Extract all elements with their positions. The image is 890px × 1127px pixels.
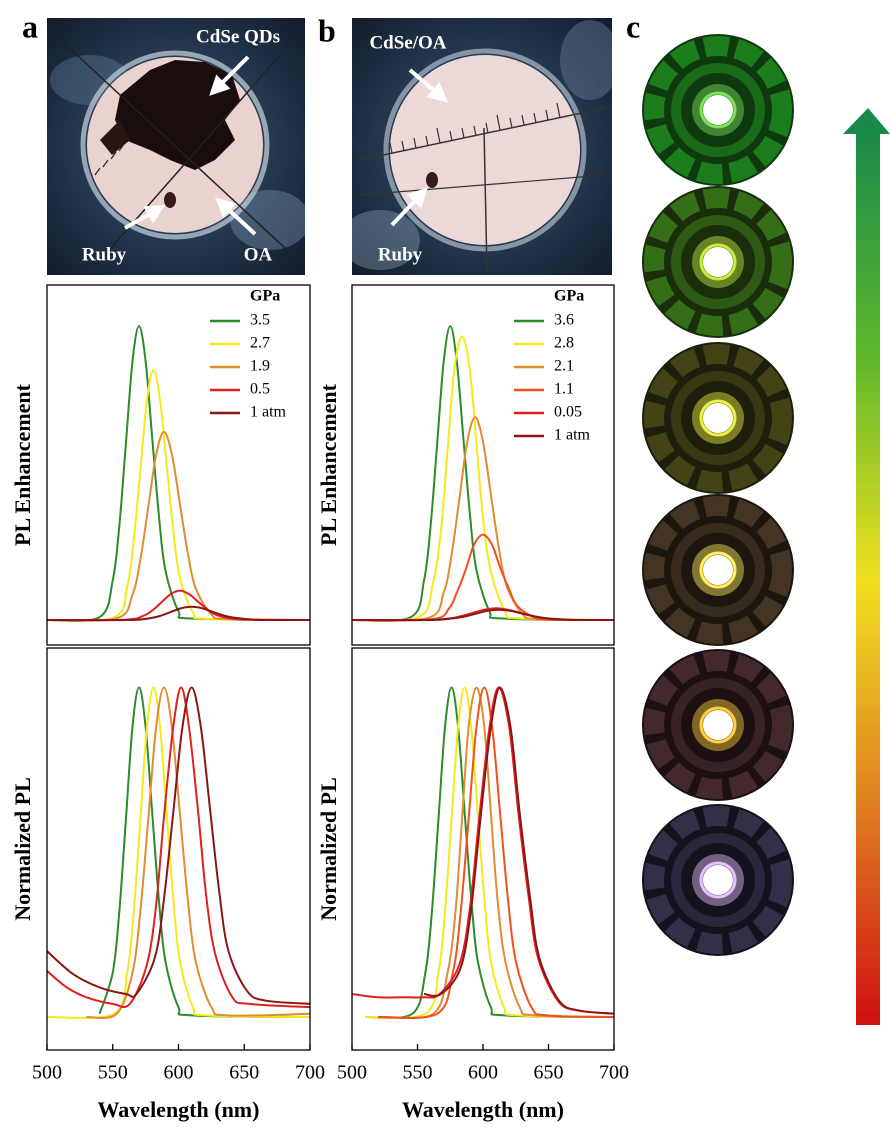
series-line (378, 686, 614, 1019)
legend-label: 0.5 (250, 381, 270, 398)
disc-ring (671, 833, 765, 927)
disc-spot (703, 403, 733, 433)
disc-spot (703, 95, 733, 125)
series-line (352, 325, 614, 622)
legend-label: 2.7 (250, 335, 270, 352)
legend-label: 1 atm (554, 427, 591, 444)
disc-segments (644, 496, 792, 644)
legend-label: 3.6 (554, 312, 574, 329)
panel-label: b (318, 12, 336, 48)
series-line (423, 686, 614, 1015)
x-tick-label: 500 (32, 1062, 62, 1084)
disc-segments (644, 36, 792, 184)
disc-spot-rim (699, 399, 737, 437)
disc-spot (703, 555, 733, 585)
series-line (47, 686, 310, 1019)
pressure-arrow (843, 108, 890, 1025)
plot-area (47, 686, 310, 1019)
x-tick-label: 600 (468, 1062, 498, 1084)
legend-label: 1.1 (554, 381, 574, 398)
disc-ring (671, 215, 765, 309)
disc-spot-rim (699, 551, 737, 589)
disc-spot-rim (699, 91, 737, 129)
photo-label: CdSe QDs (196, 26, 280, 47)
series-line (98, 686, 310, 1019)
series-line (352, 533, 614, 622)
plot-frame (351, 284, 615, 646)
plot-area (352, 686, 614, 1019)
disc-ring (671, 371, 765, 465)
photo-label: Ruby (82, 244, 127, 265)
disc-spot (703, 710, 733, 740)
legend-label: 1.9 (250, 358, 270, 375)
legend-label: 2.8 (554, 335, 574, 352)
x-axis-label: Wavelength (nm) (402, 1097, 564, 1122)
x-tick-label: 700 (599, 1062, 629, 1084)
disc-spot-rim (699, 706, 737, 744)
panel-label: c (626, 8, 640, 44)
y-axis-label: PL Enhancement (10, 383, 35, 546)
disc-spot-rim (699, 243, 737, 281)
series-line (47, 430, 310, 622)
photo-label: CdSe/OA (369, 32, 446, 53)
disc-segments (644, 344, 792, 492)
photo-a (47, 18, 305, 275)
series-line (365, 686, 614, 1019)
disc-ring (671, 523, 765, 617)
series-line (365, 686, 614, 1019)
series-line (352, 686, 614, 1015)
panel-label: a (22, 8, 38, 44)
series-line (86, 686, 310, 1019)
series-line (47, 605, 310, 622)
y-axis-label: Normalized PL (316, 777, 341, 921)
y-axis-label: PL Enhancement (316, 383, 341, 546)
disc-segments (644, 651, 792, 799)
x-axis-label: Wavelength (nm) (98, 1097, 260, 1122)
series-line (352, 608, 614, 622)
series-line (47, 325, 310, 622)
series-line (47, 369, 310, 622)
disc-spot-rim (699, 861, 737, 899)
series-line (352, 607, 614, 622)
legend-title: GPa (250, 288, 280, 305)
photo-label: Ruby (378, 244, 423, 265)
series-line (384, 686, 614, 1019)
x-tick-label: 650 (534, 1062, 564, 1084)
x-tick-label: 650 (229, 1062, 259, 1084)
plot-frame (46, 284, 311, 646)
plot-frame (351, 647, 615, 1051)
x-tick-label: 550 (98, 1062, 128, 1084)
disc-segments (644, 806, 792, 954)
legend-label: 1 atm (250, 404, 287, 421)
x-tick-label: 700 (295, 1062, 325, 1084)
y-axis-label: Normalized PL (10, 777, 35, 921)
series-line (47, 686, 310, 1005)
emission-photos (642, 34, 794, 956)
x-tick-label: 600 (164, 1062, 194, 1084)
legend-title: GPa (554, 288, 584, 305)
disc-segments (644, 188, 792, 336)
plot-area (352, 325, 614, 622)
disc-spot (703, 247, 733, 277)
photo-b (352, 18, 612, 275)
series-line (352, 335, 614, 622)
photo-label: OA (244, 244, 273, 265)
legend-label: 0.05 (554, 404, 582, 421)
legend-label: 3.5 (250, 312, 270, 329)
plot-frame (46, 647, 311, 1051)
legend-label: 2.1 (554, 358, 574, 375)
x-tick-label: 550 (403, 1062, 433, 1084)
disc-spot (703, 865, 733, 895)
plot-area (47, 325, 310, 622)
series-line (47, 686, 310, 1009)
series-line (47, 589, 310, 622)
x-tick-label: 500 (337, 1062, 367, 1084)
disc-ring (671, 63, 765, 157)
disc-ring (671, 678, 765, 772)
